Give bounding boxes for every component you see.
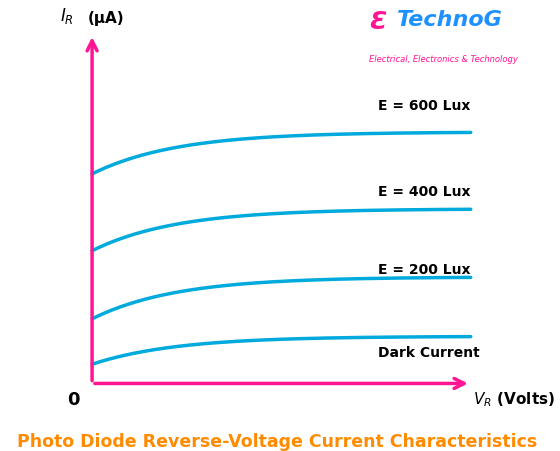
Text: Ɛ: Ɛ bbox=[369, 9, 386, 33]
Text: (μA): (μA) bbox=[87, 11, 124, 26]
Text: Photo Diode Reverse-Voltage Current Characteristics: Photo Diode Reverse-Voltage Current Char… bbox=[17, 433, 537, 451]
Text: $V_R$ (Volts): $V_R$ (Volts) bbox=[473, 391, 555, 409]
Text: E = 200 Lux: E = 200 Lux bbox=[379, 263, 471, 277]
Text: Dark Current: Dark Current bbox=[379, 345, 480, 359]
Text: E = 400 Lux: E = 400 Lux bbox=[379, 185, 471, 199]
Text: E = 600 Lux: E = 600 Lux bbox=[379, 99, 471, 113]
Text: $I_R$: $I_R$ bbox=[60, 6, 74, 26]
Text: Electrical, Electronics & Technology: Electrical, Electronics & Technology bbox=[369, 55, 518, 64]
Text: TechnoG: TechnoG bbox=[397, 9, 503, 29]
Text: 0: 0 bbox=[67, 391, 80, 409]
